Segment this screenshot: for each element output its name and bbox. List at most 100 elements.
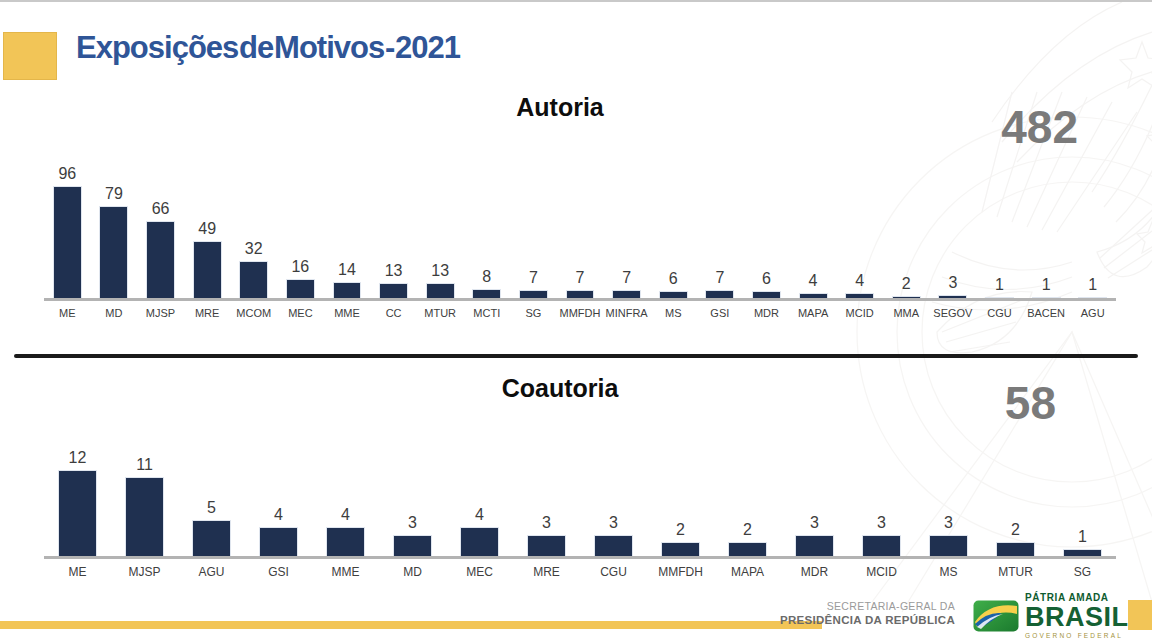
bar-column: 1 <box>1069 276 1116 299</box>
bar <box>661 542 701 556</box>
bar-value-label: 11 <box>136 456 153 474</box>
bar-value-label: 1 <box>1042 276 1051 294</box>
bar-value-label: 3 <box>948 274 957 292</box>
bar-column: 3 <box>848 514 915 556</box>
bar-column: 13 <box>370 262 417 298</box>
bar-value-label: 6 <box>669 270 678 288</box>
bar <box>845 293 874 298</box>
bar-category-label: MCID <box>848 559 915 579</box>
chart-title-autoria: Autoria <box>0 93 1120 122</box>
bar-category-label: MINFRA <box>603 301 650 319</box>
chart-title-coautoria: Coautoria <box>0 374 1120 403</box>
bar <box>239 261 268 298</box>
plot-area: 121154434332233321 <box>44 439 1116 559</box>
bar-column: 3 <box>930 274 977 299</box>
bar-value-label: 3 <box>810 514 819 532</box>
bar-value-label: 2 <box>1011 521 1020 539</box>
bar <box>125 477 165 556</box>
plot-area: 96796649321614131387776764423111 <box>44 155 1116 301</box>
bar-column: 7 <box>510 269 557 298</box>
brand-brasil: BRASIL <box>1025 604 1129 631</box>
bar-category-label: MS <box>650 301 697 319</box>
bar-category-label: MME <box>324 301 371 319</box>
bar <box>799 293 828 298</box>
bar-column: 12 <box>44 449 111 556</box>
bar-column: 11 <box>111 456 178 556</box>
bar-value-label: 2 <box>743 521 752 539</box>
bar-value-label: 66 <box>152 200 170 218</box>
bar-category-label: MJSP <box>111 559 178 579</box>
bar-category-label: MAPA <box>790 301 837 319</box>
bar <box>862 535 902 556</box>
bar-category-label: MCOM <box>230 301 277 319</box>
bar-value-label: 4 <box>341 506 350 524</box>
bar-column: 3 <box>580 514 647 556</box>
bar <box>519 290 548 298</box>
bar-value-label: 3 <box>877 514 886 532</box>
bar-column: 4 <box>836 272 883 298</box>
bar-column: 2 <box>714 521 781 556</box>
bar <box>259 527 299 556</box>
page-title: Exposições de Motivos - 2021 <box>76 30 460 66</box>
chart-total-coautoria: 58 <box>1005 376 1056 430</box>
bar-category-label: MMFDH <box>557 301 604 319</box>
bar-value-label: 1 <box>1078 528 1087 546</box>
bar-column: 16 <box>277 258 324 298</box>
bar-column: 7 <box>557 269 604 298</box>
bar-value-label: 1 <box>995 276 1004 294</box>
bar-category-label: MRE <box>513 559 580 579</box>
bar-column: 7 <box>697 269 744 298</box>
bar-value-label: 16 <box>291 258 309 276</box>
brazil-flag-swoosh-icon <box>973 600 1019 632</box>
bar-category-label: MAPA <box>714 559 781 579</box>
chart-total-autoria: 482 <box>1001 100 1078 154</box>
bar-value-label: 3 <box>944 514 953 532</box>
bar <box>472 289 501 298</box>
bar-category-label: ME <box>44 559 111 579</box>
bar-category-label: MS <box>915 559 982 579</box>
brand-governo-federal: GOVERNO FEDERAL <box>1025 633 1129 639</box>
bar-column: 2 <box>647 521 714 556</box>
bar <box>146 221 175 298</box>
bar-category-label: GSI <box>697 301 744 319</box>
bar-value-label: 4 <box>475 506 484 524</box>
bar-value-label: 7 <box>622 269 631 287</box>
bar-category-label: BACEN <box>1023 301 1070 319</box>
bar-value-label: 7 <box>529 269 538 287</box>
bar-value-label: 4 <box>855 272 864 290</box>
bar <box>938 295 967 299</box>
bar-value-label: 8 <box>482 268 491 286</box>
bar-category-label: MDR <box>743 301 790 319</box>
x-axis-labels: MEMJSPAGUGSIMMEMDMECMRECGUMMFDHMAPAMDRMC… <box>44 559 1116 579</box>
bar <box>286 279 315 298</box>
bar-column: 7 <box>603 269 650 298</box>
bar-category-label: MD <box>91 301 138 319</box>
bar-category-label: MCTI <box>463 301 510 319</box>
bar-value-label: 1 <box>1088 276 1097 294</box>
bar-category-label: MJSP <box>137 301 184 319</box>
bar-category-label: MME <box>312 559 379 579</box>
bar-column: 6 <box>743 270 790 298</box>
bar <box>566 290 595 298</box>
secretariat-line2: PRESIDÊNCIA DA REPÚBLICA <box>780 613 955 627</box>
bar <box>192 520 232 556</box>
bar-column: 4 <box>446 506 513 556</box>
bar-value-label: 7 <box>715 269 724 287</box>
bar-chart-autoria: 96796649321614131387776764423111 MEMDMJS… <box>44 155 1116 319</box>
bar <box>326 527 366 556</box>
bar-category-label: MMA <box>883 301 930 319</box>
x-axis-labels: MEMDMJSPMREMCOMMECMMECCMTURMCTISGMMFDHMI… <box>44 301 1116 319</box>
bar-value-label: 4 <box>274 506 283 524</box>
bar-category-label: AGU <box>178 559 245 579</box>
bar-column: 14 <box>324 261 371 298</box>
bar-category-label: AGU <box>1069 301 1116 319</box>
bar <box>393 535 433 556</box>
bar-category-label: MEC <box>277 301 324 319</box>
bar <box>594 535 634 556</box>
bar-value-label: 7 <box>576 269 585 287</box>
bar-column: 2 <box>883 275 930 298</box>
bar-category-label: GSI <box>245 559 312 579</box>
bar-column: 3 <box>379 514 446 556</box>
bar-category-label: MD <box>379 559 446 579</box>
bar-category-label: MTUR <box>982 559 1049 579</box>
